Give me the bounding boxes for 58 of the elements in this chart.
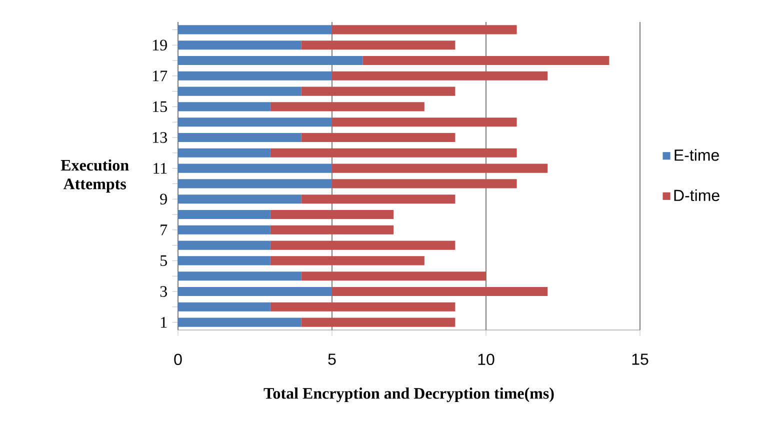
- bar: [178, 225, 270, 234]
- y-tick-label: 9: [160, 194, 167, 204]
- bar: [301, 194, 456, 204]
- bar: [301, 86, 456, 96]
- bar: [301, 132, 456, 142]
- y-tick-label: 15: [153, 101, 167, 112]
- y-tick-label: 3: [160, 286, 167, 297]
- legend-label: D-time: [674, 189, 720, 202]
- bar: [178, 86, 302, 96]
- bar: [270, 148, 517, 158]
- bar: [332, 71, 548, 80]
- bar: [178, 56, 363, 66]
- bar: [178, 240, 270, 250]
- bar: [178, 272, 302, 281]
- bar: [270, 302, 456, 312]
- bar: [270, 102, 424, 112]
- y-tick-label: 11: [154, 163, 167, 174]
- bar: [332, 286, 548, 296]
- bar: [301, 272, 486, 281]
- bar: [178, 318, 302, 327]
- bar: [270, 225, 394, 234]
- bar: [270, 240, 456, 250]
- y-tick-label: 13: [153, 132, 167, 143]
- bar: [301, 40, 456, 50]
- bar: [178, 25, 332, 34]
- bar: [178, 302, 270, 312]
- y-tick-label: 5: [160, 255, 167, 266]
- bar: [332, 25, 517, 34]
- bar: [270, 210, 394, 220]
- y-tick-label: 19: [153, 40, 167, 50]
- bar: [332, 179, 517, 188]
- bar: [178, 40, 302, 50]
- bar: [301, 318, 456, 327]
- bar: [178, 286, 332, 296]
- x-tick-label: 10: [478, 354, 494, 366]
- y-axis-title: Execution Attempts: [60, 159, 129, 193]
- bar: [178, 102, 270, 112]
- legend-label: E-time: [674, 149, 719, 161]
- bar: [178, 132, 302, 142]
- bar: [332, 118, 517, 127]
- bar: [332, 164, 548, 173]
- x-tick-label: 0: [174, 354, 182, 366]
- bar: [362, 56, 610, 66]
- bar: [178, 71, 332, 80]
- bar: [178, 210, 270, 220]
- y-tick-label: 7: [160, 224, 168, 236]
- bar: [178, 256, 270, 266]
- bar: [178, 194, 302, 204]
- bar: [178, 148, 270, 158]
- x-axis-title: Total Encryption and Decryption time(ms): [264, 388, 554, 402]
- x-tick-label: 15: [632, 354, 648, 365]
- bar: [178, 179, 332, 188]
- bar: [178, 118, 332, 127]
- x-tick-label: 5: [328, 354, 336, 365]
- bar: [178, 164, 332, 173]
- y-tick-label: 1: [161, 317, 167, 328]
- bar: [270, 256, 424, 266]
- y-tick-label: 17: [153, 70, 168, 82]
